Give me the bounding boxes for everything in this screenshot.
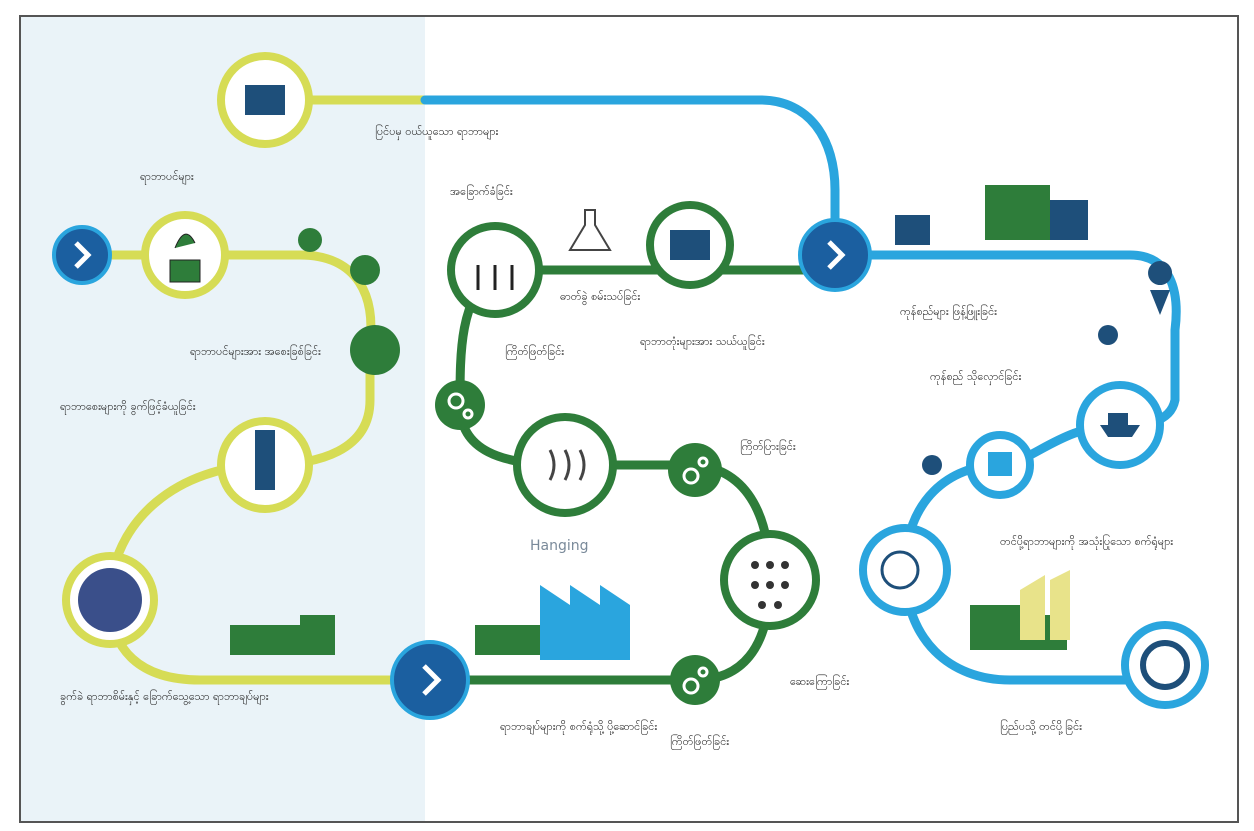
label: ကုန်စည်များ ဖြန့်ဖြူးခြင်း <box>900 304 997 320</box>
truck-cab <box>1050 200 1088 240</box>
shape <box>774 601 782 609</box>
node <box>724 534 816 626</box>
label: ရာဘာတုံးများအား သယ်ယူခြင်း <box>640 334 765 350</box>
forklift-icon <box>895 215 930 245</box>
factory-icon <box>540 585 630 660</box>
label: ခွက်ခဲ ရာဘာစိမ်းနှင့် ခြောက်သွေ့သော ရာဘာ… <box>60 689 269 705</box>
label: ဓာတ်ခွဲ စမ်းသပ်ခြင်း <box>560 289 640 305</box>
node <box>145 215 225 295</box>
label: ရာဘာပင်များ <box>140 170 194 185</box>
truck-icon <box>985 185 1050 240</box>
tree <box>350 325 400 375</box>
tree <box>350 255 380 285</box>
node <box>517 417 613 513</box>
label: ရာဘာချပ်များကို စက်ရုံသို့ ပို့ဆောင်ခြင်… <box>500 719 657 735</box>
label: အခြောက်ခံခြင်း <box>450 184 513 200</box>
warehouse-icon <box>988 452 1012 476</box>
shape <box>781 561 789 569</box>
label: ပြည်ပသို့ တင်ပို့ခြင်း <box>1000 719 1082 735</box>
infographic: ပြင်ပမှ ဝယ်ယူသော ရာဘာများ ရာဘာပင်များ ရာ… <box>0 0 1254 827</box>
label: ကြိတ်ဖြတ်ခြင်း <box>670 734 729 750</box>
stack-icon <box>670 230 710 260</box>
label: တင်ပို့ရာဘာများကို အသုံးပြုသော စက်ရုံမျာ… <box>1000 534 1173 550</box>
tree <box>298 228 322 252</box>
label: Hanging <box>530 538 589 554</box>
shape <box>781 581 789 589</box>
truck-icon <box>475 625 545 655</box>
tree-tap-icon <box>255 430 275 490</box>
lump-icon <box>78 568 142 632</box>
shape <box>766 561 774 569</box>
shape <box>751 561 759 569</box>
label: ကြိတ်ပြားခြင်း <box>740 439 796 455</box>
arrow-node <box>800 220 870 290</box>
pin-icon <box>1098 325 1118 345</box>
label: ကြိတ်ဖြတ်ခြင်း <box>505 344 564 360</box>
node <box>863 528 947 612</box>
label: ပြင်ပမှ ဝယ်ယူသော ရာဘာများ <box>375 124 499 140</box>
stack-icon <box>245 85 285 115</box>
pin-icon <box>922 455 942 475</box>
shape <box>766 581 774 589</box>
label: ဆေးကြောခြင်း <box>790 674 849 690</box>
node <box>1125 625 1205 705</box>
arrow-node <box>54 227 110 283</box>
truck-cab <box>300 615 335 655</box>
shape <box>758 601 766 609</box>
label: ရာဘာစေးများကို ခွက်ဖြင့်ခံယူခြင်း <box>60 399 196 415</box>
label: ရာဘာပင်များအား အစေးခြစ်ခြင်း <box>190 344 321 360</box>
label: ကုန်စည် သိုလှောင်ခြင်း <box>930 369 1021 385</box>
truck-icon <box>230 625 300 655</box>
arrow-node <box>392 642 468 718</box>
shape <box>751 581 759 589</box>
